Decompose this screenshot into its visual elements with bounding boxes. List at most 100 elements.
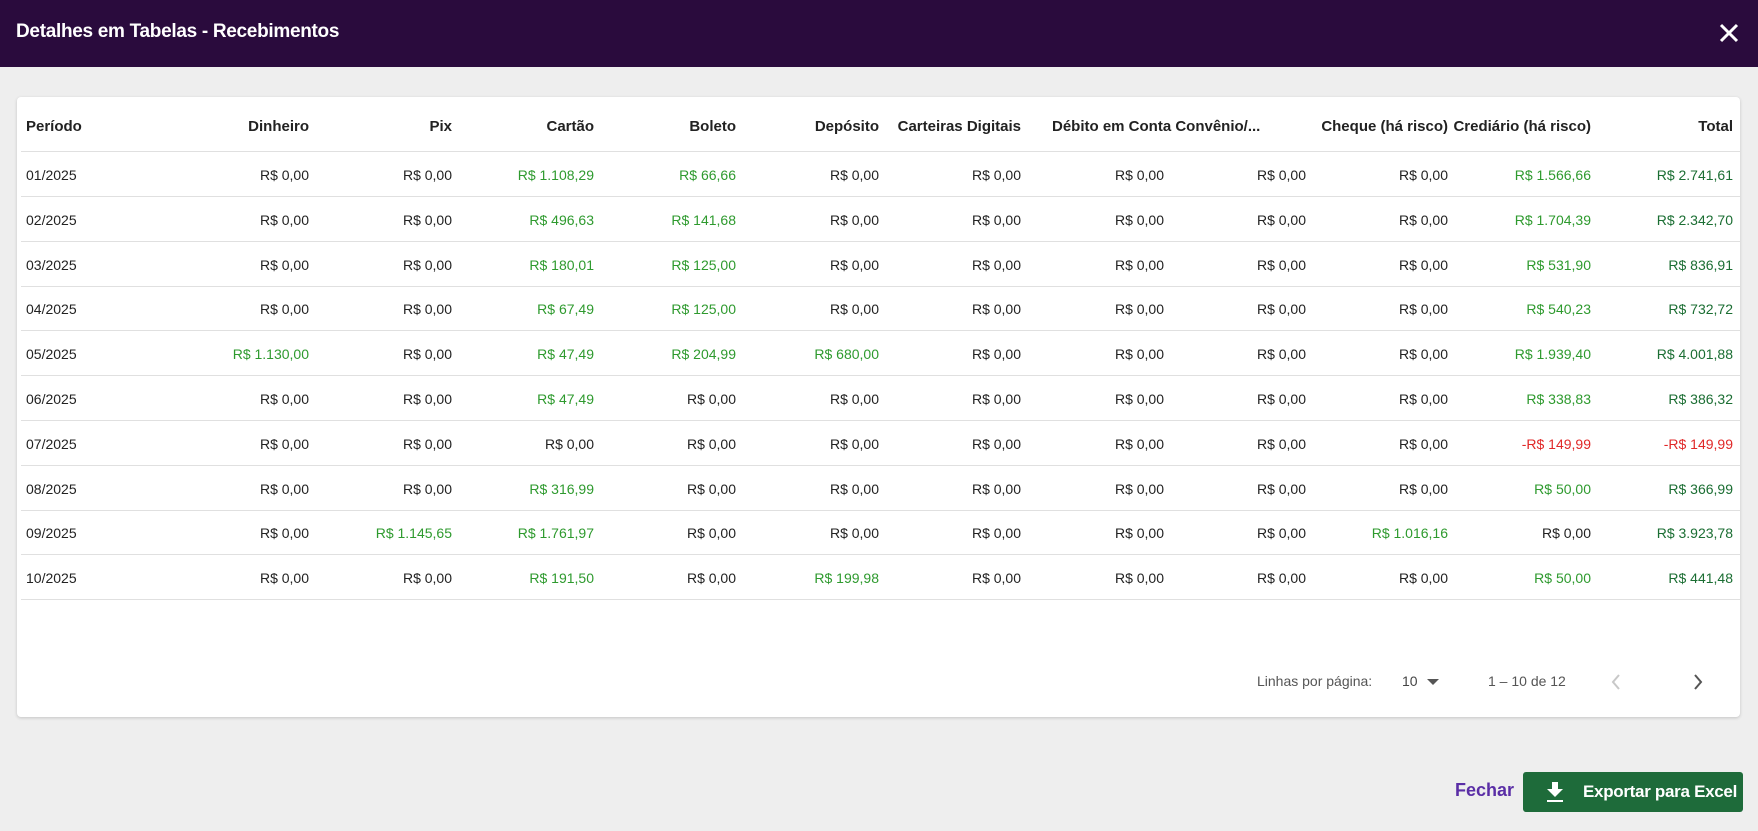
amount-cell: R$ 191,50 xyxy=(529,570,594,587)
amount-cell: R$ 0,00 xyxy=(259,167,309,183)
amount-cell: R$ 0,00 xyxy=(1114,346,1164,363)
amount-cell: R$ 540,23 xyxy=(1526,301,1591,318)
period-cell: 04/2025 xyxy=(26,301,77,318)
amount-cell: R$ 386,32 xyxy=(1668,391,1733,407)
amount-cell: R$ 0,00 xyxy=(402,256,452,273)
amount-cell: R$ 0,00 xyxy=(259,480,309,497)
period-cell: 05/2025 xyxy=(26,346,77,363)
amount-cell: R$ 0,00 xyxy=(829,525,879,542)
amount-cell: R$ 441,48 xyxy=(1668,570,1733,587)
amount-cell: R$ 1.016,16 xyxy=(1371,525,1448,542)
amount-cell: R$ 0,00 xyxy=(971,256,1021,273)
amount-cell: R$ 366,99 xyxy=(1668,480,1733,497)
row-separator xyxy=(21,375,1740,377)
column-header: Dinheiro xyxy=(248,118,309,135)
amount-cell: R$ 0,00 xyxy=(1541,525,1591,542)
amount-cell: R$ 0,00 xyxy=(1256,480,1306,497)
header-separator xyxy=(21,151,1740,152)
next-page[interactable] xyxy=(1690,672,1706,692)
period-cell: 07/2025 xyxy=(26,435,77,452)
amount-cell: R$ 0,00 xyxy=(971,570,1021,587)
amount-cell: R$ 66,66 xyxy=(679,167,736,183)
period-cell: 02/2025 xyxy=(26,211,77,228)
amount-cell: R$ 0,00 xyxy=(1398,435,1448,452)
amount-cell: R$ 732,72 xyxy=(1668,301,1733,318)
period-cell: 06/2025 xyxy=(26,391,77,407)
column-header: Carteiras Digitais xyxy=(897,118,1021,135)
amount-cell: R$ 199,98 xyxy=(814,570,879,587)
amount-cell: R$ 0,00 xyxy=(259,435,309,452)
amount-cell: R$ 0,00 xyxy=(686,480,736,497)
amount-cell: R$ 1.108,29 xyxy=(517,167,594,183)
amount-cell: R$ 0,00 xyxy=(402,435,452,452)
amount-cell: R$ 0,00 xyxy=(1398,391,1448,407)
period-cell: 01/2025 xyxy=(26,167,77,183)
row-separator xyxy=(21,330,1740,332)
amount-cell: R$ 0,00 xyxy=(1114,391,1164,407)
row-separator xyxy=(21,420,1740,421)
dropdown-arrow[interactable] xyxy=(1425,677,1441,687)
row-separator xyxy=(21,554,1740,556)
amount-cell: R$ 1.566,66 xyxy=(1514,167,1591,183)
amount-cell: R$ 1.939,40 xyxy=(1514,346,1591,363)
amount-cell: R$ 0,00 xyxy=(1114,435,1164,452)
amount-cell: -R$ 149,99 xyxy=(1663,435,1733,452)
amount-cell: R$ 0,00 xyxy=(544,435,594,452)
prev-page[interactable] xyxy=(1608,672,1624,692)
export-label: Exportar para Excel xyxy=(1583,782,1737,801)
amount-cell: R$ 0,00 xyxy=(1398,346,1448,363)
row-separator xyxy=(21,196,1740,197)
period-cell: 10/2025 xyxy=(26,570,77,587)
column-header: Total xyxy=(1698,118,1733,135)
amount-cell: R$ 0,00 xyxy=(1398,167,1448,183)
amount-cell: R$ 0,00 xyxy=(829,167,879,183)
amount-cell: R$ 0,00 xyxy=(1114,525,1164,542)
column-header: Boleto xyxy=(689,118,736,135)
amount-cell: R$ 0,00 xyxy=(971,301,1021,318)
amount-cell: R$ 0,00 xyxy=(402,346,452,363)
row-separator xyxy=(21,509,1740,511)
download-icon xyxy=(1547,782,1563,802)
amount-cell: R$ 0,00 xyxy=(829,256,879,273)
amount-cell: -R$ 149,99 xyxy=(1521,435,1591,452)
period-cell: 09/2025 xyxy=(26,525,77,542)
amount-cell: R$ 4.001,88 xyxy=(1656,346,1733,363)
column-header: Cartão xyxy=(546,118,594,135)
amount-cell: R$ 0,00 xyxy=(1398,570,1448,587)
amount-cell: R$ 0,00 xyxy=(1114,570,1164,587)
amount-cell: R$ 338,83 xyxy=(1526,391,1591,407)
amount-cell: R$ 0,00 xyxy=(259,391,309,407)
amount-cell: R$ 0,00 xyxy=(1114,211,1164,228)
amount-cell: R$ 180,01 xyxy=(529,256,594,273)
amount-cell: R$ 125,00 xyxy=(671,301,736,318)
rows-per-page-select[interactable]: 10 xyxy=(1402,673,1418,689)
row-separator xyxy=(21,599,1740,601)
amount-cell: R$ 0,00 xyxy=(259,301,309,318)
amount-cell: R$ 0,00 xyxy=(1114,167,1164,183)
close-button[interactable]: Fechar xyxy=(1455,780,1515,800)
amount-cell: R$ 0,00 xyxy=(971,346,1021,363)
amount-cell: R$ 0,00 xyxy=(402,391,452,407)
amount-cell: R$ 531,90 xyxy=(1526,256,1591,273)
amount-cell: R$ 0,00 xyxy=(686,435,736,452)
amount-cell: R$ 0,00 xyxy=(1256,346,1306,363)
close-icon[interactable] xyxy=(1718,22,1740,44)
amount-cell: R$ 0,00 xyxy=(259,211,309,228)
export-button[interactable]: Exportar para Excel xyxy=(1523,772,1743,812)
amount-cell: R$ 1.761,97 xyxy=(517,525,594,542)
amount-cell: R$ 0,00 xyxy=(971,167,1021,183)
amount-cell: R$ 680,00 xyxy=(814,346,879,363)
amount-cell: R$ 0,00 xyxy=(971,525,1021,542)
column-header: Pix xyxy=(429,118,452,135)
amount-cell: R$ 47,49 xyxy=(537,391,594,407)
amount-cell: R$ 47,49 xyxy=(537,346,594,363)
amount-cell: R$ 0,00 xyxy=(259,570,309,587)
amount-cell: R$ 0,00 xyxy=(259,256,309,273)
amount-cell: R$ 0,00 xyxy=(829,211,879,228)
amount-cell: R$ 3.923,78 xyxy=(1656,525,1733,542)
amount-cell: R$ 0,00 xyxy=(1256,167,1306,183)
amount-cell: R$ 0,00 xyxy=(971,211,1021,228)
amount-cell: R$ 0,00 xyxy=(1398,256,1448,273)
amount-cell: R$ 67,49 xyxy=(537,301,594,318)
row-separator xyxy=(21,464,1740,466)
